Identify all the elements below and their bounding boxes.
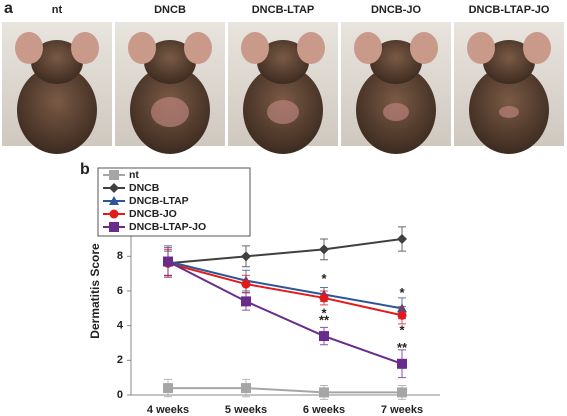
marker <box>319 244 329 255</box>
marker <box>109 170 119 180</box>
legend-label: DNCB <box>129 182 160 194</box>
significance: * <box>321 305 327 320</box>
photo-label: nt <box>52 4 63 16</box>
marker <box>109 209 119 219</box>
legend-label: DNCB-LTAP-JO <box>129 221 206 233</box>
mouse-ear <box>523 32 551 64</box>
marker <box>163 256 173 267</box>
marker <box>319 293 329 303</box>
mouse-body <box>17 66 97 154</box>
lesion <box>267 100 299 124</box>
marker <box>241 279 251 289</box>
x-tick-label: 4 weeks <box>147 404 189 416</box>
mouse-ear <box>71 32 99 64</box>
x-tick-label: 6 weeks <box>303 404 345 416</box>
series-line <box>167 262 403 317</box>
legend-label: DNCB-JO <box>129 208 177 220</box>
marker <box>319 331 329 342</box>
photo-label: DNCB-LTAP-JO <box>469 4 550 16</box>
y-tick-label: 2 <box>117 354 123 366</box>
legend-label: DNCB-LTAP <box>129 195 189 207</box>
mouse-ear <box>297 32 325 64</box>
lesion <box>499 106 519 118</box>
marker <box>397 358 407 369</box>
marker <box>241 296 251 307</box>
series-line <box>167 238 403 265</box>
marker <box>109 222 119 232</box>
mouse-head <box>144 40 196 84</box>
panel-label: a <box>4 0 13 17</box>
mouse-ear <box>128 32 156 64</box>
y-tick-label: 8 <box>117 250 123 262</box>
significance: * <box>399 285 405 300</box>
significance: ** <box>319 313 330 328</box>
series-line <box>168 387 402 394</box>
photo-label: DNCB-LTAP <box>252 4 315 16</box>
significance: * <box>321 271 327 286</box>
x-tick-label: 5 weeks <box>225 404 267 416</box>
y-tick-label: 6 <box>117 285 123 297</box>
marker <box>397 310 407 320</box>
marker <box>163 383 173 394</box>
significance: ** <box>397 340 408 355</box>
marker <box>319 387 329 398</box>
series-line <box>167 260 403 365</box>
marker <box>241 383 251 394</box>
mouse-ear <box>241 32 269 64</box>
mouse-head <box>483 40 535 84</box>
significance: * <box>399 323 405 338</box>
x-tick-label: 7 weeks <box>381 404 423 416</box>
mouse-ear <box>354 32 382 64</box>
marker <box>109 196 119 205</box>
y-axis-label: Dermatitis Score <box>88 243 102 339</box>
mouse-head <box>370 40 422 84</box>
photo-label: DNCB <box>154 4 186 16</box>
photo-label: DNCB-JO <box>371 4 422 16</box>
lesion <box>151 97 189 127</box>
legend-label: nt <box>129 169 139 181</box>
marker <box>241 251 251 262</box>
mouse-head <box>31 40 83 84</box>
mouse-ear <box>15 32 43 64</box>
mouse-ear <box>184 32 212 64</box>
mouse-ear <box>410 32 438 64</box>
marker <box>397 387 407 398</box>
series-line <box>167 260 403 310</box>
mouse-ear <box>467 32 495 64</box>
marker <box>397 234 407 244</box>
panel-label: b <box>80 161 90 178</box>
marker <box>109 183 119 193</box>
mouse-head <box>257 40 309 84</box>
y-tick-label: 0 <box>117 389 123 401</box>
lesion <box>383 103 409 121</box>
y-tick-label: 4 <box>117 320 124 332</box>
